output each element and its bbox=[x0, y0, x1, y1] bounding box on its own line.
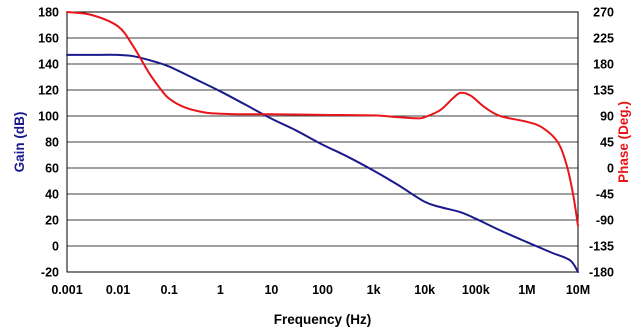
x-tick-label: 100 bbox=[312, 283, 333, 297]
y-tick-label: 80 bbox=[45, 136, 59, 150]
y2-tick-label: 270 bbox=[593, 6, 614, 20]
y-tick-label: 100 bbox=[38, 110, 59, 124]
y2-tick-label: 90 bbox=[600, 110, 614, 124]
y-tick-label: -20 bbox=[41, 266, 59, 280]
y-tick-label: 120 bbox=[38, 84, 59, 98]
y2-tick-label: -45 bbox=[596, 188, 614, 202]
y-tick-label: 0 bbox=[52, 240, 59, 254]
left-axis-title: Gain (dB) bbox=[12, 112, 27, 173]
x-axis-ticks: 0.001 0.01 0.1 1 10 100 1k 10k 100k 1M 10M bbox=[51, 283, 590, 297]
y2-tick-label: -135 bbox=[589, 240, 614, 254]
y2-tick-label: 0 bbox=[607, 162, 614, 176]
x-tick-label: 0.01 bbox=[106, 283, 130, 297]
right-axis-title: Phase (Deg.) bbox=[616, 101, 631, 183]
y-tick-label: 140 bbox=[38, 58, 59, 72]
gain-series-line bbox=[67, 55, 578, 272]
y-tick-label: 180 bbox=[38, 6, 59, 20]
gridlines bbox=[67, 12, 578, 272]
y2-tick-label: 135 bbox=[593, 84, 614, 98]
x-tick-label: 1k bbox=[367, 283, 381, 297]
x-tick-label: 10k bbox=[414, 283, 435, 297]
y2-tick-label: 225 bbox=[593, 32, 614, 46]
y-tick-label: 60 bbox=[45, 162, 59, 176]
right-axis-ticks: 270 225 180 135 90 45 0 -45 -90 -135 -180 bbox=[589, 6, 614, 280]
x-tick-label: 1 bbox=[217, 283, 224, 297]
y2-tick-label: -90 bbox=[596, 214, 614, 228]
left-axis-ticks: 180 160 140 120 100 80 60 40 20 0 -20 bbox=[38, 6, 59, 280]
x-tick-label: 0.001 bbox=[51, 283, 82, 297]
y-tick-label: 20 bbox=[45, 214, 59, 228]
x-tick-label: 100k bbox=[462, 283, 490, 297]
x-tick-label: 10M bbox=[566, 283, 590, 297]
x-axis-title: Frequency (Hz) bbox=[274, 312, 372, 327]
y-tick-label: 160 bbox=[38, 32, 59, 46]
x-tick-label: 0.1 bbox=[161, 283, 178, 297]
x-tick-label: 10 bbox=[264, 283, 278, 297]
y2-tick-label: -180 bbox=[589, 266, 614, 280]
y2-tick-label: 45 bbox=[600, 136, 614, 150]
x-tick-label: 1M bbox=[518, 283, 535, 297]
y2-tick-label: 180 bbox=[593, 58, 614, 72]
y-tick-label: 40 bbox=[45, 188, 59, 202]
